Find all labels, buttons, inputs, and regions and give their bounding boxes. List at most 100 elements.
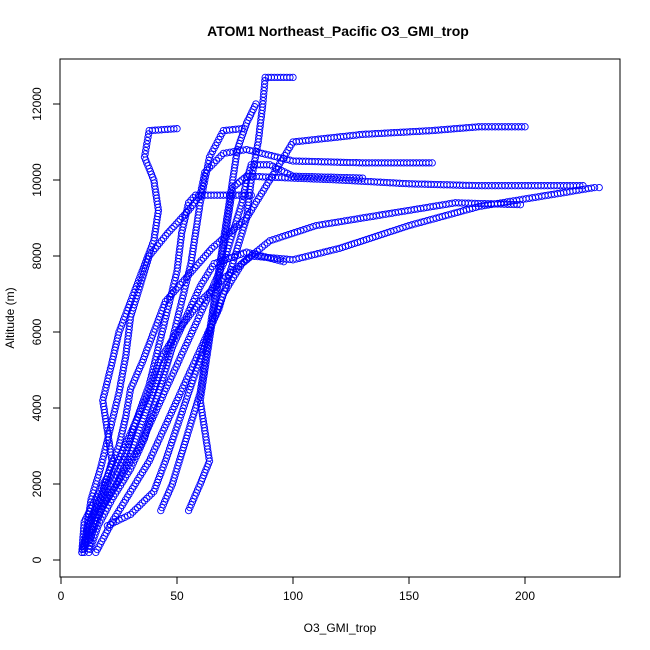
x-tick-label: 50 — [170, 589, 184, 603]
data-point — [276, 257, 285, 265]
data-point — [197, 256, 205, 265]
y-axis: 0 2000 4000 6000 8000 10000 12000 — [30, 87, 61, 563]
data-point — [173, 125, 181, 133]
data-point — [145, 252, 153, 260]
data-point — [159, 304, 167, 312]
x-tick-label: 100 — [283, 589, 303, 603]
data-point — [252, 100, 260, 108]
data-point — [178, 407, 186, 416]
data-point — [238, 259, 246, 268]
data-point — [187, 382, 195, 391]
data-point — [192, 367, 200, 375]
x-tick-label: 200 — [515, 589, 535, 603]
data-point — [238, 176, 246, 184]
data-point — [147, 249, 155, 258]
data-point — [166, 227, 174, 235]
data-point — [151, 244, 159, 253]
data-point — [149, 247, 157, 255]
data-point — [253, 247, 261, 255]
series-profile — [85, 248, 288, 557]
data-point — [172, 426, 180, 434]
data-point — [286, 73, 294, 82]
data-point — [172, 220, 180, 228]
data-point — [258, 243, 266, 251]
data-point — [153, 478, 161, 487]
y-tick-label: 2000 — [30, 470, 44, 497]
data-point — [203, 166, 211, 174]
data-point — [157, 237, 166, 245]
data-point — [136, 501, 144, 509]
series-profile — [184, 172, 587, 515]
data-point — [145, 492, 153, 500]
x-tick-label: 150 — [399, 589, 419, 603]
data-point — [147, 334, 156, 342]
data-point — [125, 395, 133, 403]
data-point — [576, 182, 584, 190]
data-point — [195, 259, 203, 267]
data-point — [201, 252, 210, 260]
data-point — [147, 490, 156, 498]
data-point — [141, 150, 149, 158]
data-point — [126, 510, 135, 519]
data-point — [131, 506, 139, 514]
series-profile — [92, 73, 297, 557]
data-point — [170, 222, 178, 231]
data-point — [167, 442, 175, 450]
data-point — [133, 503, 142, 512]
data-point — [516, 201, 525, 209]
data-point — [178, 213, 186, 221]
data-point — [142, 146, 150, 155]
data-point — [153, 242, 162, 250]
y-tick-label: 6000 — [30, 318, 44, 345]
data-point — [159, 463, 167, 471]
data-point — [162, 454, 171, 462]
data-point — [210, 159, 218, 167]
data-point — [176, 215, 184, 224]
data-point — [169, 435, 177, 444]
data-point — [164, 229, 172, 237]
data-point — [140, 497, 149, 505]
data-point — [190, 199, 199, 207]
data-point — [170, 125, 178, 133]
data-point — [124, 398, 132, 406]
series-profile — [80, 145, 436, 557]
data-point — [428, 159, 436, 167]
data-point — [243, 255, 251, 264]
data-point — [275, 234, 283, 242]
data-point — [143, 136, 152, 145]
data-point — [182, 395, 191, 403]
data-point — [145, 340, 153, 348]
data-point — [129, 508, 137, 516]
data-point — [199, 254, 208, 262]
data-point — [184, 202, 192, 210]
data-point — [138, 499, 146, 507]
data-point — [181, 398, 190, 406]
data-point — [233, 180, 241, 188]
data-point — [143, 494, 151, 503]
data-point — [203, 249, 212, 257]
data-point — [167, 346, 176, 354]
data-point — [180, 211, 189, 219]
y-tick-label: 0 — [30, 556, 44, 563]
data-point — [183, 392, 192, 400]
data-point — [165, 445, 174, 453]
data-point — [289, 73, 297, 82]
data-point — [171, 429, 179, 437]
data-point — [144, 133, 152, 141]
data-point — [142, 349, 150, 357]
data-point — [176, 414, 184, 422]
data-point — [153, 319, 161, 327]
data-point — [595, 183, 603, 192]
data-point — [231, 182, 239, 190]
data-point — [155, 239, 164, 247]
data-point — [184, 199, 193, 207]
data-point — [164, 448, 173, 456]
data-point — [206, 247, 214, 255]
data-point — [182, 209, 191, 217]
data-point — [170, 432, 178, 440]
data-point — [175, 417, 183, 425]
data-point — [184, 389, 193, 397]
chart-title: ATOM1 Northeast_Pacific O3_GMI_trop — [207, 23, 469, 39]
data-point — [184, 206, 193, 215]
